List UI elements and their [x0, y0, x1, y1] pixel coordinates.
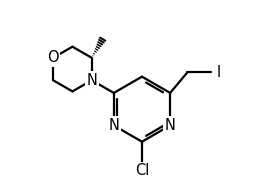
Text: N: N [86, 73, 97, 88]
Text: Cl: Cl [135, 163, 149, 178]
Text: N: N [165, 118, 176, 133]
Text: I: I [216, 65, 221, 80]
Text: N: N [108, 118, 119, 133]
Text: O: O [47, 50, 59, 65]
